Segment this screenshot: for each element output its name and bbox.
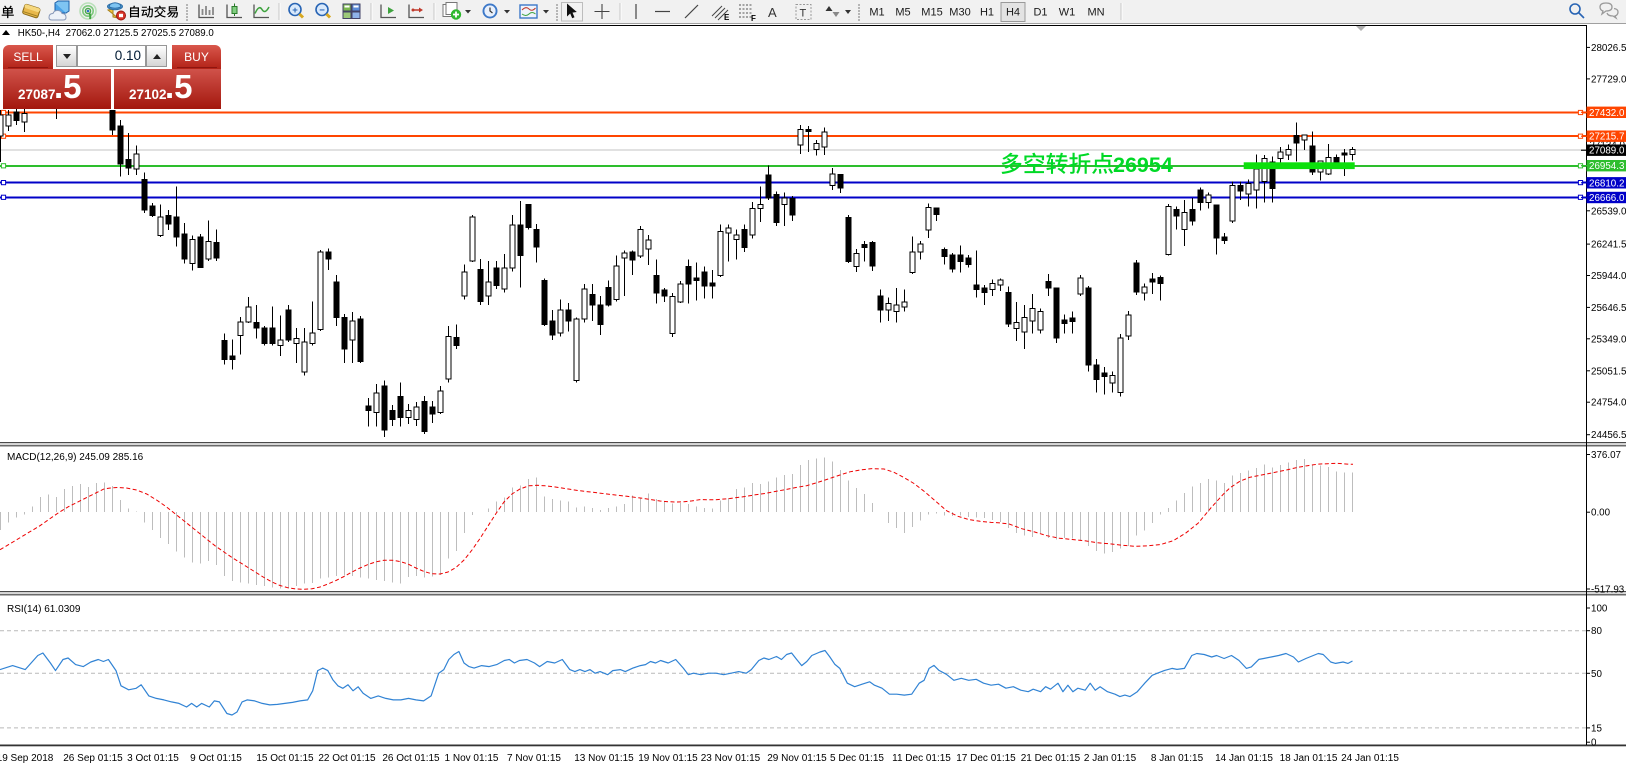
svg-text:M5: M5 bbox=[895, 7, 910, 19]
svg-text:-517.93: -517.93 bbox=[1591, 585, 1625, 596]
svg-text:376.07: 376.07 bbox=[1591, 450, 1621, 461]
svg-text:26539.0: 26539.0 bbox=[1591, 206, 1626, 217]
svg-text:+: + bbox=[292, 5, 298, 16]
svg-text:18 Jan 01:15: 18 Jan 01:15 bbox=[1280, 753, 1338, 764]
svg-text:0: 0 bbox=[1591, 738, 1597, 749]
svg-text:80: 80 bbox=[1591, 626, 1602, 637]
svg-text:25051.5: 25051.5 bbox=[1591, 366, 1626, 377]
svg-text:25349.0: 25349.0 bbox=[1591, 334, 1626, 345]
svg-text:26954.3: 26954.3 bbox=[1589, 161, 1625, 172]
svg-text:A: A bbox=[768, 5, 777, 20]
svg-text:MACD(12,26,9) 245.09 285.16: MACD(12,26,9) 245.09 285.16 bbox=[7, 452, 144, 463]
svg-text:27215.7: 27215.7 bbox=[1589, 132, 1624, 143]
svg-text:D1: D1 bbox=[1033, 7, 1047, 19]
svg-text:H1: H1 bbox=[980, 7, 994, 19]
svg-text:M30: M30 bbox=[949, 7, 970, 19]
svg-text:26666.0: 26666.0 bbox=[1589, 193, 1625, 204]
svg-text:8 Jan 01:15: 8 Jan 01:15 bbox=[1151, 753, 1204, 764]
svg-text:21 Dec 01:15: 21 Dec 01:15 bbox=[1021, 753, 1081, 764]
svg-text:28026.5: 28026.5 bbox=[1591, 43, 1626, 54]
svg-text:26241.5: 26241.5 bbox=[1591, 240, 1626, 251]
svg-text:M1: M1 bbox=[869, 7, 884, 19]
svg-text:27729.0: 27729.0 bbox=[1591, 74, 1626, 85]
svg-text:M15: M15 bbox=[921, 7, 942, 19]
svg-text:50: 50 bbox=[1591, 669, 1602, 680]
svg-text:15 Oct 01:15: 15 Oct 01:15 bbox=[256, 753, 314, 764]
svg-text:15: 15 bbox=[1591, 723, 1602, 734]
svg-text:7 Nov 01:15: 7 Nov 01:15 bbox=[507, 753, 561, 764]
svg-text:W1: W1 bbox=[1059, 7, 1076, 19]
svg-text:24754.0: 24754.0 bbox=[1591, 398, 1626, 409]
svg-text:26 Sep 01:15: 26 Sep 01:15 bbox=[63, 753, 123, 764]
svg-text:19 Nov 01:15: 19 Nov 01:15 bbox=[638, 753, 698, 764]
svg-text:14 Jan 01:15: 14 Jan 01:15 bbox=[1215, 753, 1273, 764]
svg-text:−: − bbox=[319, 5, 325, 16]
svg-text:T: T bbox=[800, 8, 807, 20]
svg-text:11 Dec 01:15: 11 Dec 01:15 bbox=[892, 753, 951, 764]
svg-text:MN: MN bbox=[1087, 7, 1104, 19]
svg-text:3 Oct 01:15: 3 Oct 01:15 bbox=[127, 753, 179, 764]
svg-text:F: F bbox=[751, 14, 756, 23]
svg-text:2 Jan 01:15: 2 Jan 01:15 bbox=[1084, 753, 1137, 764]
svg-text:0.00: 0.00 bbox=[1591, 508, 1611, 519]
svg-text:E: E bbox=[724, 13, 730, 22]
svg-text:5 Dec 01:15: 5 Dec 01:15 bbox=[830, 753, 884, 764]
svg-text:24 Jan 01:15: 24 Jan 01:15 bbox=[1341, 753, 1399, 764]
svg-text:29 Nov 01:15: 29 Nov 01:15 bbox=[767, 753, 827, 764]
svg-text:22 Oct 01:15: 22 Oct 01:15 bbox=[318, 753, 376, 764]
svg-text:26810.2: 26810.2 bbox=[1589, 178, 1624, 189]
svg-text:26954: 26954 bbox=[1113, 153, 1173, 177]
svg-text:13 Nov 01:15: 13 Nov 01:15 bbox=[574, 753, 634, 764]
svg-text:23 Nov 01:15: 23 Nov 01:15 bbox=[701, 753, 761, 764]
svg-text:17 Dec 01:15: 17 Dec 01:15 bbox=[956, 753, 1016, 764]
svg-text:19 Sep 2018: 19 Sep 2018 bbox=[0, 753, 54, 764]
svg-text:1 Nov 01:15: 1 Nov 01:15 bbox=[445, 753, 499, 764]
svg-text:27432.0: 27432.0 bbox=[1589, 108, 1625, 119]
svg-text:25646.5: 25646.5 bbox=[1591, 303, 1626, 314]
svg-text:9 Oct 01:15: 9 Oct 01:15 bbox=[190, 753, 242, 764]
svg-text:100: 100 bbox=[1591, 604, 1608, 615]
svg-text:25944.0: 25944.0 bbox=[1591, 271, 1626, 282]
svg-text:27089.0: 27089.0 bbox=[1589, 146, 1625, 157]
svg-text:RSI(14) 61.0309: RSI(14) 61.0309 bbox=[7, 604, 81, 615]
svg-text:H4: H4 bbox=[1006, 7, 1020, 19]
svg-text:24456.5: 24456.5 bbox=[1591, 430, 1626, 441]
svg-text:26 Oct 01:15: 26 Oct 01:15 bbox=[382, 753, 440, 764]
